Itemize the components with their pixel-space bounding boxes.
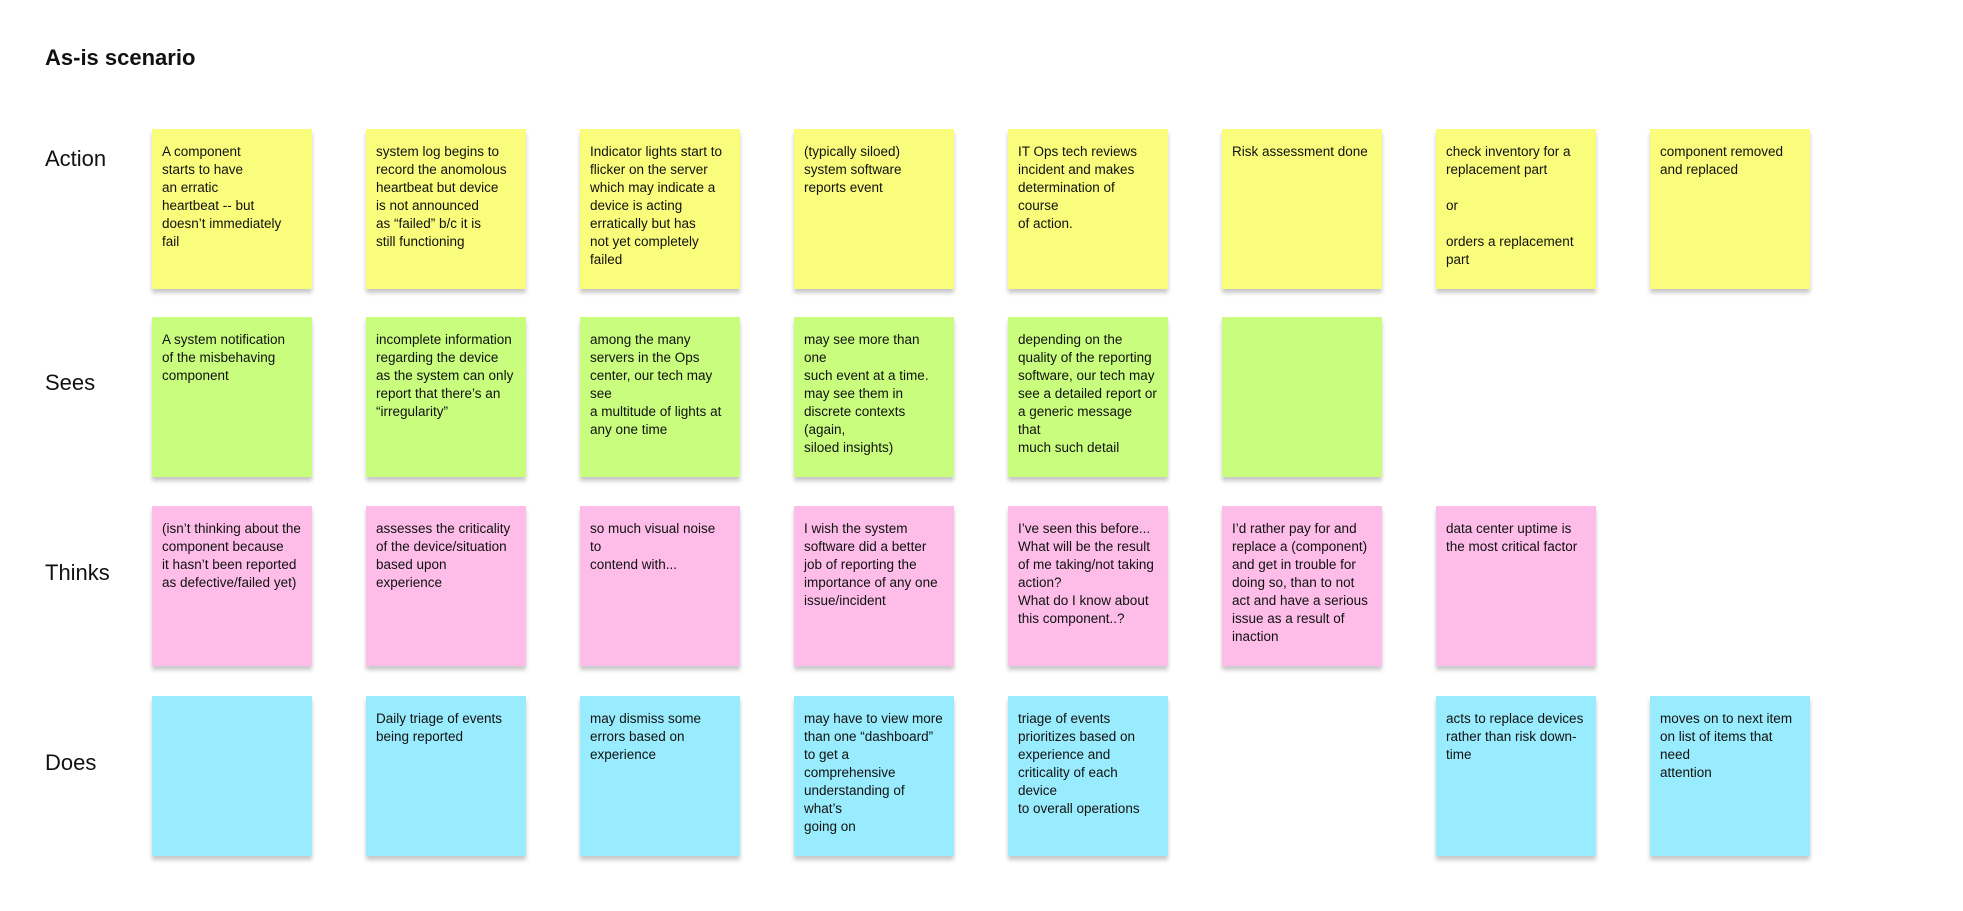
sticky-note-does[interactable]: Daily triage of events being reported	[366, 696, 526, 856]
sticky-note-thinks[interactable]: I wish the system software did a better …	[794, 506, 954, 666]
sticky-note-sees[interactable]: incomplete information regarding the dev…	[366, 317, 526, 477]
row-label-does: Does	[45, 750, 97, 775]
sticky-note-action[interactable]: (typically siloed) system software repor…	[794, 129, 954, 289]
sticky-note-does[interactable]: triage of events prioritizes based on ex…	[1008, 696, 1168, 856]
sticky-note-thinks[interactable]: I’d rather pay for and replace a (compon…	[1222, 506, 1382, 666]
sticky-note-action[interactable]: A component starts to have an erratic he…	[152, 129, 312, 289]
sticky-note-action[interactable]: system log begins to record the anomolou…	[366, 129, 526, 289]
sticky-note-action[interactable]: component removed and replaced	[1650, 129, 1810, 289]
sticky-note-sees[interactable]: among the many servers in the Ops center…	[580, 317, 740, 477]
sticky-note-thinks[interactable]: I’ve seen this before... What will be th…	[1008, 506, 1168, 666]
sticky-note-thinks[interactable]: assesses the criticality of the device/s…	[366, 506, 526, 666]
row-label-action: Action	[45, 146, 107, 171]
row-label-thinks: Thinks	[45, 560, 110, 585]
sticky-note-sees[interactable]: depending on the quality of the reportin…	[1008, 317, 1168, 477]
sticky-note-thinks[interactable]: (isn’t thinking about the component beca…	[152, 506, 312, 666]
sticky-note-sees[interactable]: A system notification of the misbehaving…	[152, 317, 312, 477]
sticky-note-action[interactable]: check inventory for a replacement part o…	[1436, 129, 1596, 289]
sticky-note-action[interactable]: Risk assessment done	[1222, 129, 1382, 289]
sticky-note-sees[interactable]: may see more than one such event at a ti…	[794, 317, 954, 477]
page-title: As-is scenario	[45, 45, 196, 70]
sticky-note-does[interactable]: moves on to next item on list of items t…	[1650, 696, 1810, 856]
sticky-note-thinks[interactable]: so much visual noise to contend with...	[580, 506, 740, 666]
sticky-note-action[interactable]: Indicator lights start to flicker on the…	[580, 129, 740, 289]
sticky-note-sees[interactable]	[1222, 317, 1382, 477]
sticky-note-does[interactable]	[152, 696, 312, 856]
sticky-note-does[interactable]: may have to view more than one “dashboar…	[794, 696, 954, 856]
sticky-note-action[interactable]: IT Ops tech reviews incident and makes d…	[1008, 129, 1168, 289]
sticky-note-thinks[interactable]: data center uptime is the most critical …	[1436, 506, 1596, 666]
row-label-sees: Sees	[45, 370, 96, 395]
sticky-note-does[interactable]: may dismiss some errors based on experie…	[580, 696, 740, 856]
sticky-note-does[interactable]: acts to replace devices rather than risk…	[1436, 696, 1596, 856]
